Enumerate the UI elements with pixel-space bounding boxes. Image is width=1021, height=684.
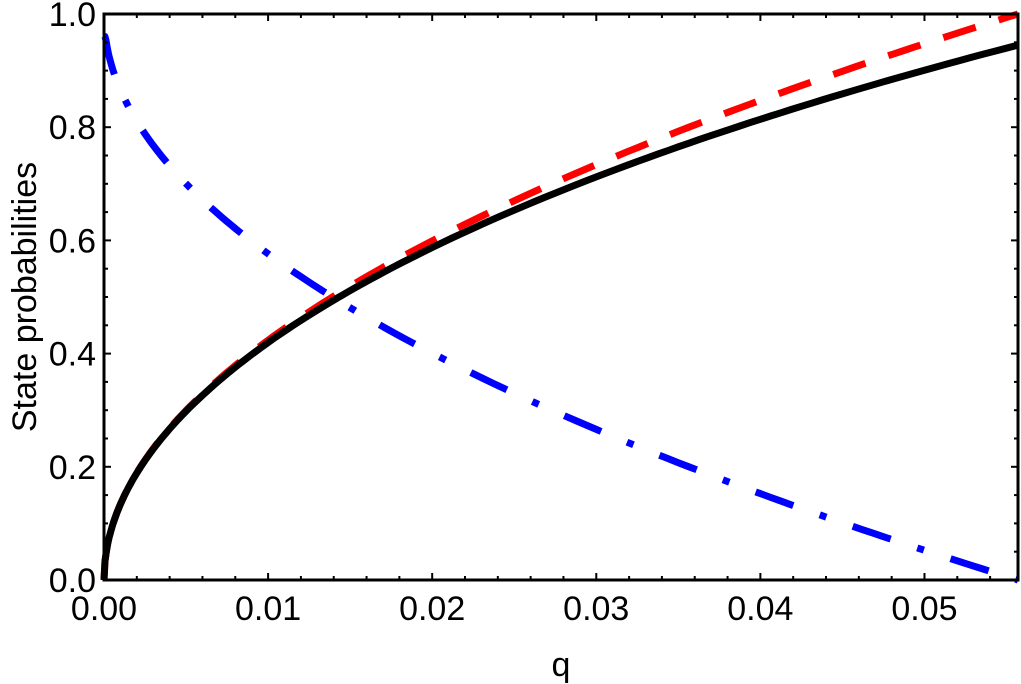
y-tick-label: 0.8 — [49, 109, 96, 147]
y-axis-label: State probabilities — [6, 162, 44, 432]
dashdot-0000ff-curve — [101, 33, 1020, 584]
solid-000000-curve — [100, 41, 1019, 581]
curves — [100, 10, 1020, 584]
x-tick-label: 0.00 — [71, 590, 137, 628]
x-axis-label: q — [552, 646, 571, 684]
x-tick-label: 0.03 — [563, 590, 629, 628]
y-tick-label: 0.6 — [49, 222, 96, 260]
x-tick-label: 0.02 — [399, 590, 465, 628]
y-tick-label: 0.2 — [49, 449, 96, 487]
x-tick-label: 0.05 — [891, 590, 957, 628]
x-tick-label: 0.04 — [727, 590, 793, 628]
x-tick-labels: 0.00 0.01 0.02 0.03 0.04 0.05 — [71, 590, 958, 628]
ticks — [103, 13, 1018, 581]
plot-frame — [102, 12, 1020, 582]
x-tick-label: 0.01 — [235, 590, 301, 628]
y-tick-label: 1.0 — [49, 0, 96, 34]
y-tick-labels: 0.0 0.2 0.4 0.6 0.8 1.0 — [49, 0, 96, 600]
y-tick-label: 0.0 — [49, 562, 96, 600]
dashed-ff0000-curve — [100, 10, 1020, 581]
y-tick-label: 0.4 — [49, 336, 96, 374]
